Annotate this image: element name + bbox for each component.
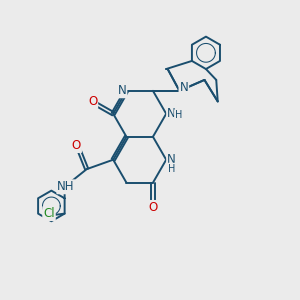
Text: N: N: [167, 107, 176, 120]
Text: NH: NH: [57, 180, 75, 193]
Text: H: H: [168, 164, 175, 173]
Text: H: H: [175, 110, 182, 120]
Text: Cl: Cl: [43, 207, 55, 220]
Text: N: N: [167, 153, 176, 166]
Text: O: O: [72, 139, 81, 152]
Text: N: N: [179, 81, 188, 94]
Text: O: O: [148, 201, 158, 214]
Text: O: O: [88, 95, 97, 108]
Text: N: N: [118, 84, 126, 97]
